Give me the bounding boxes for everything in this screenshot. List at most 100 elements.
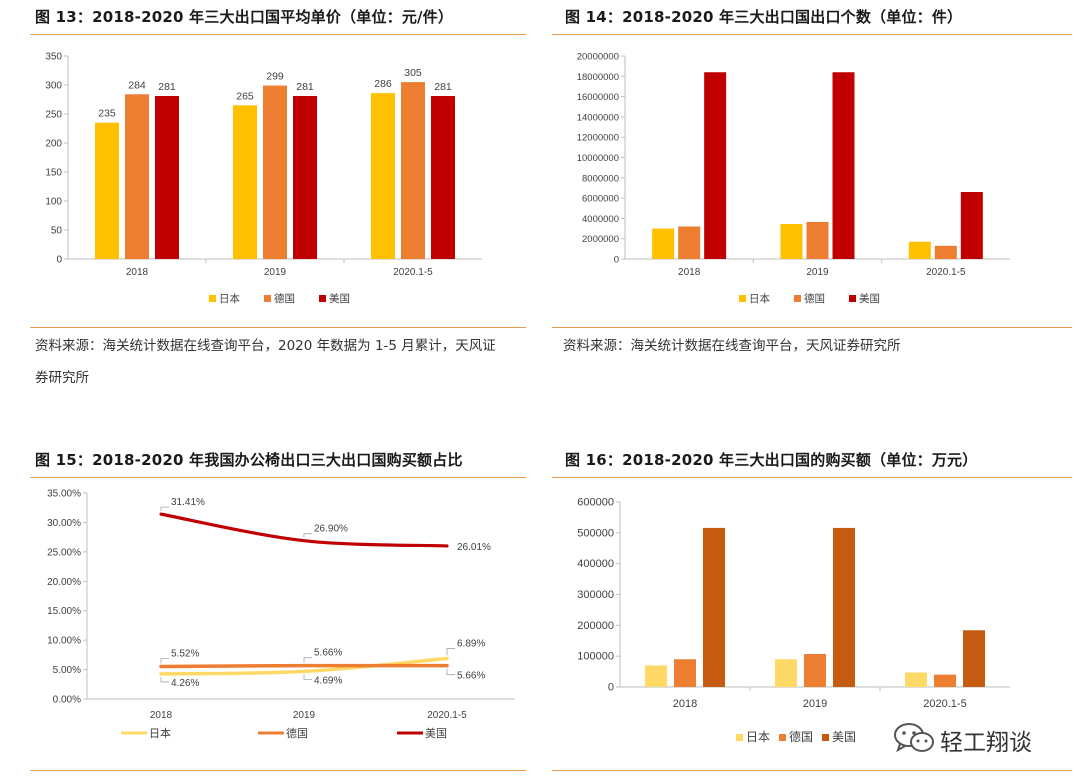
series-data-label: 26.90% — [314, 524, 348, 535]
bar — [703, 527, 725, 687]
y-tick-label: 20.00% — [47, 577, 81, 588]
y-tick-label: 0 — [56, 255, 62, 266]
y-tick-label: 12000000 — [577, 133, 619, 144]
bar — [780, 223, 803, 259]
bar-data-label: 281 — [158, 81, 176, 93]
figure-13-source-note-cont: 券研究所 — [35, 370, 89, 386]
legend-swatch — [209, 295, 216, 302]
y-tick-label: 16000000 — [577, 92, 619, 103]
legend-label: 美国 — [425, 727, 447, 740]
bar-data-label: 235 — [98, 108, 116, 120]
figure-14-bottom-rule — [552, 327, 1072, 328]
y-tick-label: 5.00% — [53, 665, 81, 676]
figure-14-title: 图 14：2018-2020 年三大出口国出口个数（单位：件） — [565, 8, 963, 26]
label-leader-line — [160, 676, 169, 683]
x-category-label: 2019 — [293, 710, 316, 721]
legend-swatch — [319, 295, 326, 302]
legend-swatch — [264, 295, 271, 302]
y-tick-label: 350 — [45, 52, 62, 63]
y-tick-label: 150 — [45, 168, 62, 179]
legend-label: 美国 — [329, 292, 350, 305]
figure-14-title-rule — [552, 34, 1072, 35]
bar — [804, 654, 826, 687]
bar — [125, 94, 149, 259]
legend-label: 美国 — [859, 292, 880, 305]
figure-16-title: 图 16：2018-2020 年三大出口国的购买额（单位：万元） — [565, 451, 978, 469]
bar — [401, 82, 425, 259]
bar — [95, 122, 119, 259]
y-tick-label: 200 — [45, 139, 62, 150]
bar-data-label: 265 — [236, 90, 254, 102]
y-tick-label: 250 — [45, 110, 62, 121]
figure-13-title-rule — [30, 34, 526, 35]
bar — [233, 105, 257, 259]
x-category-label: 2020.1-5 — [923, 698, 966, 710]
y-tick-label: 0 — [608, 682, 614, 694]
y-tick-label: 600000 — [577, 497, 614, 509]
series-line — [159, 656, 449, 676]
label-leader-line — [303, 533, 312, 538]
figure-13-bar-chart: 0 50 100 150 200 250 300 350 2018 235 284 281 2019 26… — [45, 52, 482, 305]
bar — [832, 72, 855, 259]
legend-label: 美国 — [832, 730, 856, 744]
x-category-label: 2018 — [126, 267, 149, 278]
bar-data-label: 305 — [404, 67, 422, 79]
series-data-label: 5.66% — [314, 648, 342, 659]
bar — [674, 659, 696, 687]
label-leader-line — [303, 657, 312, 663]
legend-swatch — [822, 734, 829, 741]
legend-label: 德国 — [274, 292, 295, 305]
bar-data-label: 281 — [434, 81, 452, 93]
figure-14-bar-chart: 0 2000000 4000000 6000000 8000000 10000000 120… — [577, 52, 1010, 305]
label-leader-line — [160, 658, 169, 664]
series-line — [159, 663, 449, 669]
bar — [645, 665, 667, 687]
series-line — [159, 512, 449, 548]
x-category-label: 2019 — [264, 267, 287, 278]
series-data-label: 4.26% — [171, 678, 199, 689]
series-data-label: 5.66% — [457, 671, 485, 682]
y-tick-label: 10.00% — [47, 636, 81, 647]
legend-swatch — [736, 734, 743, 741]
bar-data-label: 286 — [374, 78, 392, 90]
series-data-label: 6.89% — [457, 638, 485, 649]
bar — [934, 245, 957, 259]
x-category-label: 2019 — [806, 267, 829, 278]
y-tick-label: 4000000 — [582, 214, 619, 225]
wechat-watermark: 轻工翔谈 — [888, 718, 1068, 758]
y-tick-label: 200000 — [577, 620, 614, 632]
y-tick-label: 300000 — [577, 589, 614, 601]
legend-swatch — [794, 295, 801, 302]
bar — [960, 192, 983, 259]
figure-13-title: 图 13：2018-2020 年三大出口国平均单价（单位：元/件） — [35, 8, 454, 26]
y-tick-label: 8000000 — [582, 173, 619, 184]
legend-label: 日本 — [749, 292, 770, 305]
y-tick-label: 30.00% — [47, 518, 81, 529]
label-leader-line — [303, 674, 312, 680]
figure-13-bottom-rule — [30, 327, 526, 328]
series-data-label: 26.01% — [457, 542, 491, 553]
y-tick-label: 18000000 — [577, 72, 619, 83]
bar — [775, 659, 797, 687]
legend-label: 德国 — [286, 726, 308, 740]
watermark-text: 轻工翔谈 — [940, 730, 1032, 756]
y-tick-label: 20000000 — [577, 52, 619, 63]
legend-swatch — [779, 734, 786, 741]
y-tick-label: 0 — [614, 255, 619, 266]
legend-label: 德国 — [789, 729, 813, 744]
y-tick-label: 35.00% — [47, 489, 81, 500]
legend-label: 德国 — [804, 292, 825, 305]
legend-label: 日本 — [746, 730, 770, 744]
legend-label: 日本 — [149, 726, 171, 740]
bar — [263, 85, 287, 259]
y-tick-label: 100 — [45, 197, 62, 208]
bar — [293, 96, 317, 259]
bar — [678, 226, 701, 259]
bar-data-label: 281 — [296, 81, 314, 93]
bar — [908, 241, 931, 259]
x-category-label: 2018 — [150, 710, 173, 721]
bar — [155, 96, 179, 259]
y-tick-label: 14000000 — [577, 112, 619, 123]
x-category-label: 2018 — [673, 698, 697, 710]
label-leader-line — [446, 648, 455, 656]
